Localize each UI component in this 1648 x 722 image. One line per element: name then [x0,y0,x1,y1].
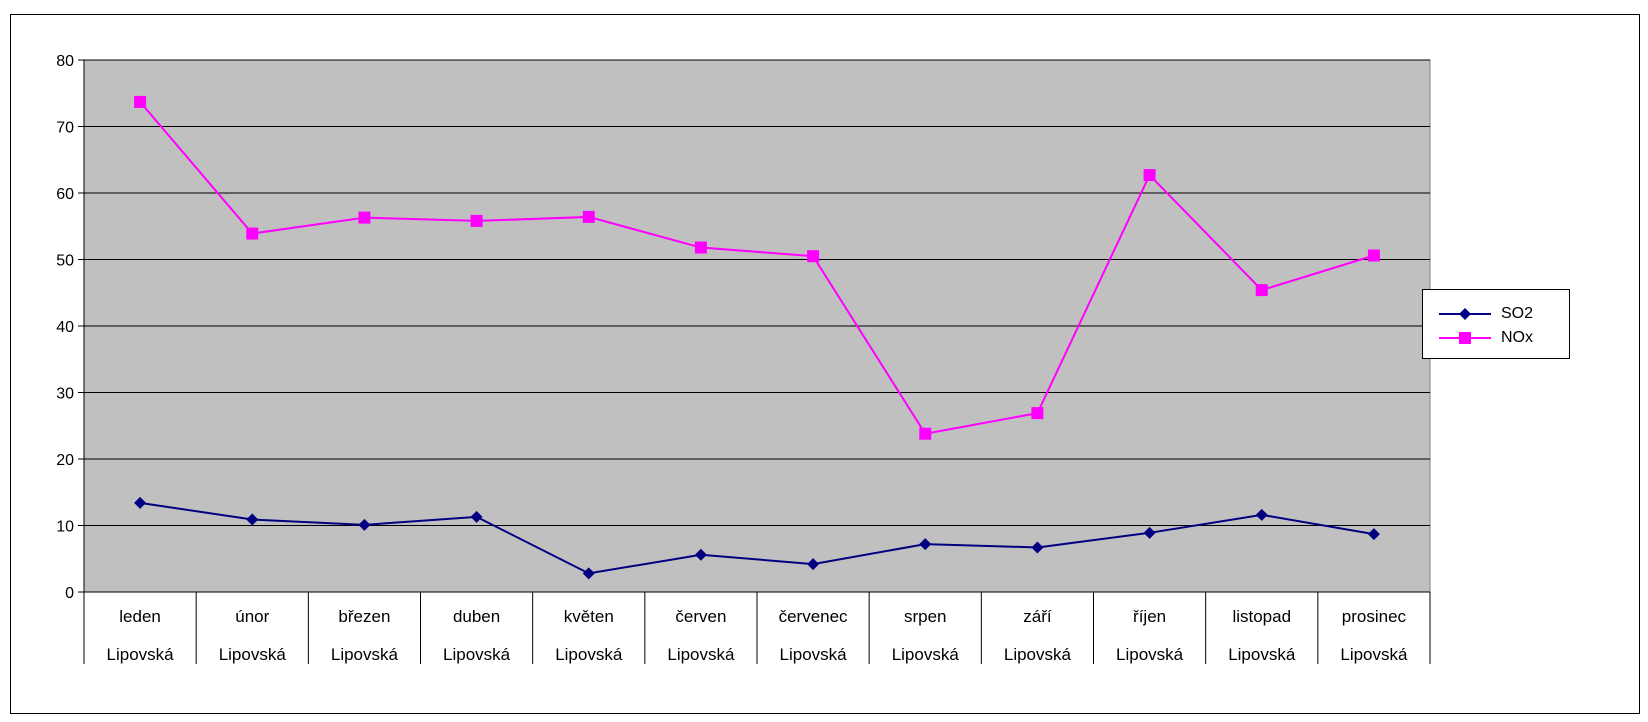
series-line-so2 [139,501,1375,575]
x-tick-label: červen [675,607,726,626]
legend-label-nox: NOx [1501,329,1533,346]
data-point-nox [1143,169,1156,182]
x-subcategory-label: Lipovská [331,645,399,664]
data-point-so2 [919,538,932,551]
data-point-nox [1031,407,1044,420]
legend-item-so2: SO2 [1433,304,1533,324]
data-point-nox [694,241,707,254]
data-point-so2 [1143,526,1156,539]
y-tick-label: 70 [56,120,74,137]
data-point-nox [1255,284,1268,297]
x-tick-label: listopad [1232,607,1291,626]
x-subcategory-label: Lipovská [219,645,287,664]
data-point-so2 [134,496,147,509]
legend-marker-so2 [1439,308,1491,320]
legend-item-nox: NOx [1433,328,1533,348]
data-point-so2 [1367,528,1380,541]
x-subcategory-label: Lipovská [1004,645,1072,664]
x-subcategory-label: Lipovská [555,645,623,664]
x-subcategory-label: Lipovská [1228,645,1296,664]
data-point-nox [582,210,595,223]
data-point-so2 [694,548,707,561]
x-subcategory-label: Lipovská [443,645,511,664]
y-tick-label: 40 [56,319,74,336]
data-point-nox [134,95,147,108]
data-point-so2 [582,567,595,580]
x-subcategory-label: Lipovská [1116,645,1184,664]
y-tick-label: 10 [56,519,74,536]
data-point-so2 [1255,508,1268,521]
data-point-so2 [470,510,483,523]
data-point-nox [470,214,483,227]
x-subcategory-label: Lipovská [892,645,960,664]
data-point-nox [919,427,932,440]
y-tick-label: 60 [56,186,74,203]
x-tick-label: červenec [779,607,848,626]
data-point-so2 [807,558,820,571]
data-point-nox [807,250,820,263]
data-point-so2 [358,518,371,531]
x-tick-label: leden [119,607,161,626]
x-tick-label: únor [235,607,269,626]
y-tick-label: 0 [65,585,74,602]
y-tick-label: 50 [56,253,74,270]
x-tick-label: duben [453,607,500,626]
y-tick-label: 30 [56,386,74,403]
x-tick-label: prosinec [1342,607,1407,626]
legend: SO2 NOx [1422,289,1570,359]
data-point-so2 [1031,541,1044,554]
x-subcategory-label: Lipovská [780,645,848,664]
y-tick-label: 20 [56,452,74,469]
x-subcategory-label: Lipovská [667,645,735,664]
data-point-so2 [246,513,259,526]
x-subcategory-label: Lipovská [1340,645,1408,664]
x-tick-label: srpen [904,607,947,626]
x-subcategory-label: Lipovská [107,645,175,664]
data-point-nox [246,227,259,240]
x-tick-label: září [1023,607,1052,626]
legend-marker-nox [1439,332,1491,344]
data-point-nox [1367,249,1380,262]
y-tick-label: 80 [56,53,74,70]
legend-label-so2: SO2 [1501,305,1534,322]
series-line-nox [139,101,1375,435]
data-point-nox [358,211,371,224]
x-tick-label: březen [338,607,390,626]
x-tick-label: říjen [1133,607,1166,626]
x-tick-label: květen [564,607,614,626]
